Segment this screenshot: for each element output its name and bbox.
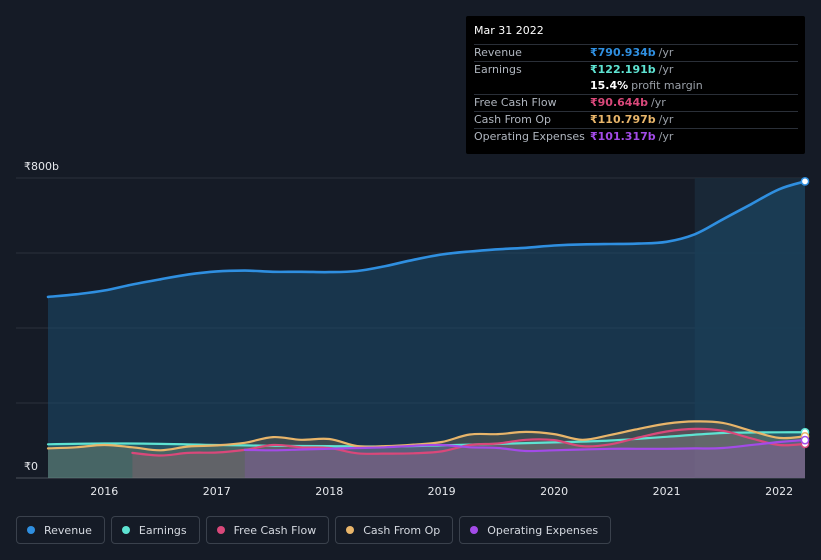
series-end-markers [800, 177, 810, 449]
tooltip-row-value: ₹110.797b [590, 113, 656, 126]
revenue-end-point [800, 177, 810, 186]
legend-dot-icon [216, 526, 225, 534]
tooltip-row: Revenue ₹790.934b/yr [474, 44, 798, 61]
tooltip-row-value: ₹90.644b [590, 96, 648, 109]
legend-label: Revenue [44, 523, 92, 537]
tooltip-row-value: ₹122.191b [590, 63, 656, 76]
tooltip-row-label: Operating Expenses [474, 130, 585, 143]
cash-from-op-line [46, 420, 807, 452]
tooltip-row-label: Revenue [474, 46, 522, 59]
operating-expenses-line [243, 439, 807, 453]
tooltip-date: Mar 31 2022 [474, 24, 544, 37]
tooltip-row-value: ₹101.317b [590, 130, 656, 143]
tooltip-row-label [474, 78, 590, 94]
tooltip-row-unit: /yr [658, 130, 674, 143]
legend-dot-icon [470, 526, 479, 534]
free-cash-flow-area [132, 428, 805, 478]
tooltip-row: Free Cash Flow ₹90.644b/yr [474, 94, 798, 111]
legend-item-revenue[interactable]: Revenue [16, 516, 105, 544]
legend-label: Earnings [138, 523, 187, 537]
legend-label: Free Cash Flow [233, 523, 317, 537]
x-tick-label: 2018 [315, 485, 343, 498]
tooltip-row-unit: /yr [658, 113, 674, 126]
legend-label: Operating Expenses [487, 523, 599, 537]
x-tick-label: 2019 [428, 485, 456, 498]
operating-expenses-end-point [800, 435, 810, 445]
legend-dot-icon [346, 526, 355, 534]
cash-from-op-area [48, 421, 805, 478]
tooltip-row: Operating Expenses ₹101.317b/yr [474, 128, 798, 145]
tooltip-row-label: Free Cash Flow [474, 96, 557, 109]
x-axis-ticks: 2016 2017 2018 2019 2020 2021 2022 [90, 485, 793, 498]
revenue-area [48, 181, 805, 478]
x-tick-label: 2020 [540, 485, 568, 498]
legend-label: Cash From Op [363, 523, 441, 537]
legend-dot-icon [121, 526, 130, 534]
tooltip-row-unit: /yr [658, 46, 674, 59]
x-tick-label: 2016 [90, 485, 118, 498]
x-tick-label: 2021 [653, 485, 681, 498]
tooltip-row: Cash From Op ₹110.797b/yr [474, 111, 798, 128]
y-tick-label-bottom: ₹0 [24, 460, 38, 473]
legend-item-operating-expenses[interactable]: Operating Expenses [459, 516, 612, 544]
tooltip-row-unit: /yr [658, 63, 674, 76]
tooltip-row-unit: profit margin [631, 79, 703, 92]
chart-tooltip: Mar 31 2022 Revenue ₹790.934b/yr Earnings ₹… [466, 16, 805, 154]
x-tick-label: 2022 [765, 485, 793, 498]
tooltip-row: 15.4% profit margin [474, 78, 798, 94]
chart-plot: ₹800b ₹0 2016 2017 2018 2019 2020 2021 2022 [16, 160, 810, 498]
tooltip-row-label: Cash From Op [474, 113, 552, 126]
tooltip-row-label: Earnings [474, 63, 522, 76]
series-areas [48, 181, 806, 478]
y-tick-label-top: ₹800b [24, 160, 59, 173]
tooltip-row-value: 15.4% [590, 79, 629, 92]
x-tick-label: 2017 [203, 485, 231, 498]
tooltip-row: Earnings ₹122.191b/yr [474, 61, 798, 78]
chart-legend: Revenue Earnings Free Cash Flow Cash From O… [16, 516, 612, 544]
tooltip-row-value: ₹790.934b [590, 46, 656, 59]
series-lines [46, 180, 807, 457]
legend-dot-icon [27, 526, 35, 534]
revenue-line [46, 180, 807, 299]
tooltip-row-unit: /yr [650, 96, 666, 109]
tooltip-rows: Revenue ₹790.934b/yr Earnings ₹122.191b/yr 1… [474, 44, 798, 145]
legend-item-free-cash-flow[interactable]: Free Cash Flow [205, 516, 330, 544]
legend-item-earnings[interactable]: Earnings [110, 516, 200, 544]
legend-item-cash-from-op[interactable]: Cash From Op [335, 516, 454, 544]
